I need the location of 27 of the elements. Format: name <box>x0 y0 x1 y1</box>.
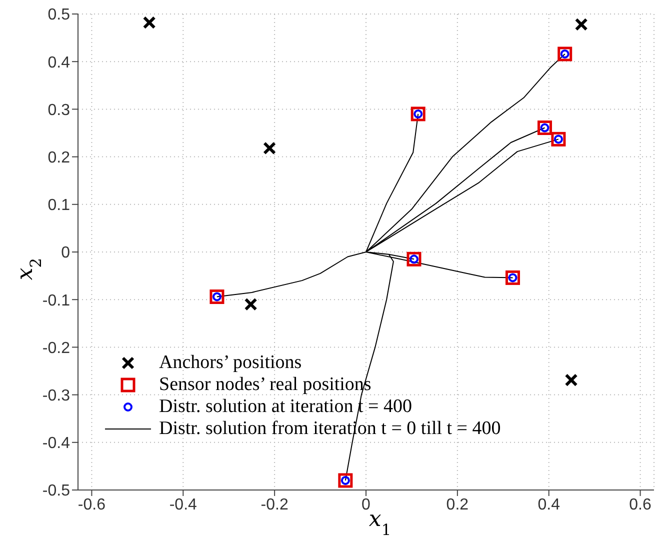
y-tick-label: 0.1 <box>48 197 70 214</box>
y-tick-label: 0.5 <box>48 6 70 24</box>
y-tick-label: 0.4 <box>48 54 70 72</box>
x-tick-label: -0.2 <box>260 496 288 514</box>
x-tick-label: 0 <box>362 496 371 514</box>
y-tick-label: -0.1 <box>42 292 70 310</box>
point <box>406 252 422 266</box>
y-tick-label: -0.4 <box>42 435 70 452</box>
point <box>210 289 224 304</box>
x-tick-label: 0.6 <box>629 496 652 514</box>
x-tick-label: 0.4 <box>538 496 560 514</box>
point <box>505 270 520 285</box>
y-tick-label: -0.2 <box>42 340 70 357</box>
y-tick-label: -0.3 <box>42 387 70 404</box>
point <box>537 120 552 136</box>
x-tick-label: 0.2 <box>446 496 469 514</box>
x-tick-label: -0.4 <box>169 496 198 514</box>
y-tick-label: -0.5 <box>42 482 70 500</box>
legend-label: Anchors’ positions <box>159 352 302 374</box>
point <box>558 46 572 62</box>
point <box>338 473 353 488</box>
y-tick-label: 0.3 <box>48 102 70 119</box>
y-tick-label: 0.2 <box>48 149 70 166</box>
point <box>551 132 566 146</box>
y-tick-label: 0 <box>61 244 70 262</box>
point <box>410 106 426 122</box>
x-tick-label: -0.6 <box>78 496 106 514</box>
